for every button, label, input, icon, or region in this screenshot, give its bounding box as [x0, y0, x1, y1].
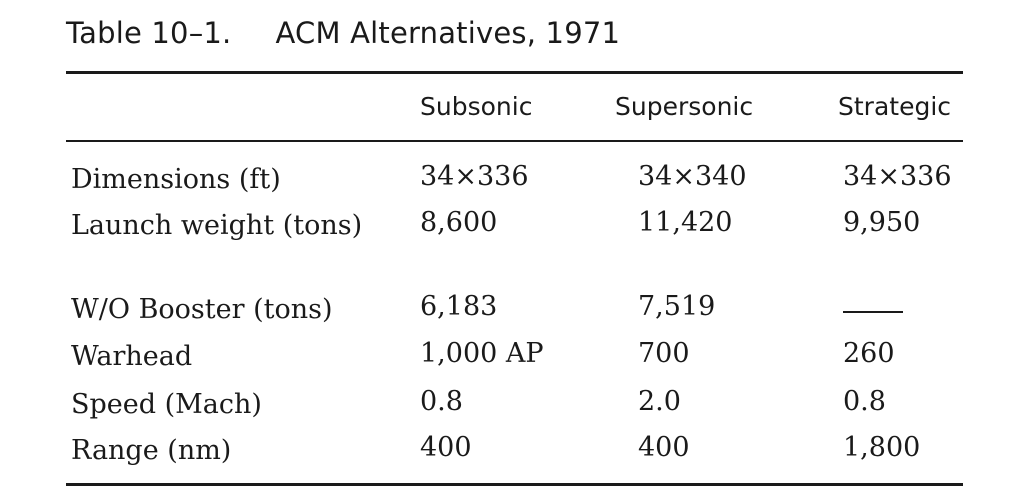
cell-speed-strategic: 0.8: [843, 386, 886, 417]
cell-dimensions-subsonic: 34×336: [420, 161, 529, 192]
row-label-launch-weight: Launch weight (tons): [71, 210, 363, 241]
cell-speed-subsonic: 0.8: [420, 386, 463, 417]
bottom-rule: [66, 483, 963, 486]
row-label-wo-booster: W/O Booster (tons): [71, 294, 333, 325]
cell-warhead-subsonic: 1,000 AP: [420, 338, 544, 369]
cell-speed-supersonic: 2.0: [638, 386, 681, 417]
cell-wo-booster-supersonic: 7,519: [638, 291, 716, 322]
cell-range-supersonic: 400: [638, 432, 690, 463]
column-header-supersonic: Supersonic: [615, 92, 754, 121]
table-number: Table 10–1.: [66, 16, 232, 50]
row-label-dimensions: Dimensions (ft): [71, 164, 281, 195]
row-label-range: Range (nm): [71, 435, 232, 466]
cell-warhead-supersonic: 700: [638, 338, 690, 369]
cell-wo-booster-subsonic: 6,183: [420, 291, 498, 322]
column-header-subsonic: Subsonic: [420, 92, 533, 121]
cell-range-subsonic: 400: [420, 432, 472, 463]
cell-launch-weight-strategic: 9,950: [843, 207, 921, 238]
table-title: ACM Alternatives, 1971: [275, 16, 621, 50]
table-caption: Table 10–1. ACM Alternatives, 1971: [66, 16, 620, 50]
header-rule: [66, 140, 963, 142]
row-label-warhead: Warhead: [71, 341, 193, 372]
row-label-speed: Speed (Mach): [71, 389, 262, 420]
cell-dimensions-strategic: 34×336: [843, 161, 952, 192]
top-rule: [66, 71, 963, 74]
cell-wo-booster-strategic-dash: [843, 311, 903, 313]
cell-range-strategic: 1,800: [843, 432, 921, 463]
cell-launch-weight-supersonic: 11,420: [638, 207, 733, 238]
cell-dimensions-supersonic: 34×340: [638, 161, 747, 192]
cell-warhead-strategic: 260: [843, 338, 895, 369]
cell-launch-weight-subsonic: 8,600: [420, 207, 498, 238]
column-header-strategic: Strategic: [838, 92, 952, 121]
